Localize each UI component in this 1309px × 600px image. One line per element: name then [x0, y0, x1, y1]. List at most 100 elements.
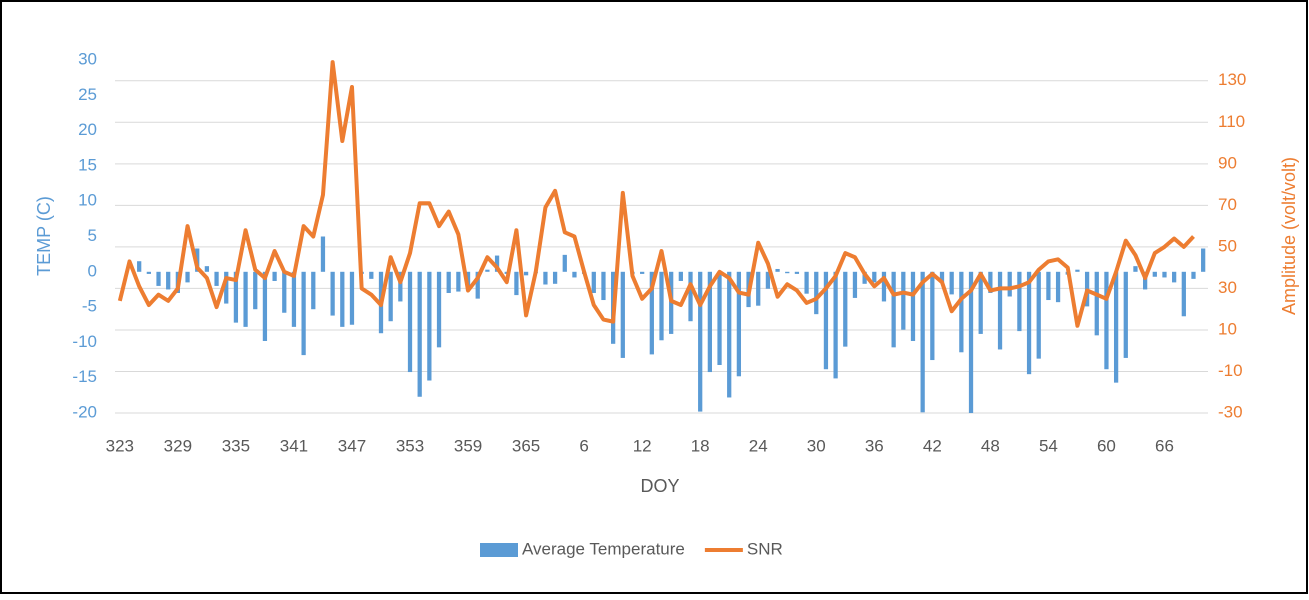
bar: [930, 271, 935, 361]
y-tick-label: 25: [78, 85, 97, 104]
bar: [243, 271, 248, 327]
bar: [1026, 271, 1032, 375]
bar: [407, 271, 413, 373]
bar: [224, 271, 229, 304]
bar: [688, 271, 693, 322]
bar: [872, 271, 877, 283]
bar: [1152, 271, 1157, 277]
y-tick-label: 0: [88, 261, 97, 280]
x-tick-label: 329: [164, 436, 192, 455]
y-tick-label: -15: [72, 367, 97, 386]
x-tick-label: 341: [280, 436, 308, 455]
x-tick-label: 66: [1155, 436, 1174, 455]
bar: [591, 271, 596, 293]
legend-label: SNR: [747, 539, 783, 558]
bar: [1133, 266, 1138, 272]
bar: [388, 271, 393, 322]
bar: [852, 271, 858, 298]
bar: [562, 254, 567, 272]
x-tick-label: 12: [633, 436, 652, 455]
bar: [727, 271, 732, 398]
y-tick-label: -5: [82, 297, 97, 316]
bar: [552, 271, 558, 284]
bar: [340, 271, 345, 327]
x-tick-label: 353: [396, 436, 424, 455]
x-tick-label: 323: [106, 436, 134, 455]
bar: [717, 271, 722, 365]
line: [117, 60, 1195, 328]
bar: [166, 271, 171, 290]
x-tick-label: 30: [807, 436, 826, 455]
bar: [320, 236, 326, 272]
bar: [485, 269, 490, 272]
bar: [301, 271, 306, 356]
y-tick-label: -20: [72, 402, 97, 421]
y-tick-label: 30: [78, 49, 97, 68]
x-tick-label: 48: [981, 436, 1000, 455]
bar: [910, 271, 916, 341]
bar: [1143, 271, 1148, 290]
bar: [1017, 271, 1022, 332]
y2-tick-label: 110: [1218, 112, 1245, 131]
bar: [1201, 248, 1206, 272]
bar: [640, 271, 645, 274]
bar: [427, 271, 432, 381]
bar: [794, 271, 800, 274]
bar: [494, 255, 500, 272]
bar: [659, 271, 664, 341]
x-tick-label: 347: [338, 436, 366, 455]
bar: [823, 271, 829, 370]
y2-tick-label: 130: [1218, 70, 1246, 89]
y2-tick-label: 30: [1218, 278, 1237, 297]
x-tick-label: 36: [865, 436, 884, 455]
bar: [214, 271, 219, 286]
bar: [436, 271, 442, 348]
y2-tick-label: 10: [1218, 319, 1237, 338]
bar: [707, 271, 712, 373]
bar: [968, 271, 974, 413]
bar: [1104, 271, 1109, 370]
bar: [311, 271, 316, 310]
y-tick-label: 10: [78, 191, 97, 210]
bar: [988, 271, 993, 293]
bar: [272, 271, 277, 281]
y-axis-title: TEMP (C): [34, 196, 54, 276]
bar: [475, 271, 480, 299]
bar: [601, 271, 606, 301]
bar: [678, 271, 683, 281]
x-tick-label: 6: [579, 436, 588, 455]
x-tick-label: 54: [1039, 436, 1058, 455]
bar: [785, 271, 790, 274]
bar: [349, 271, 355, 325]
bar: [1007, 271, 1012, 297]
bar: [997, 271, 1003, 350]
y-tick-label: 5: [88, 226, 97, 245]
bar: [949, 271, 954, 295]
bar: [939, 271, 945, 283]
bar: [775, 268, 780, 272]
bar: [891, 271, 896, 348]
x-axis-title: DOY: [640, 476, 679, 496]
y-tick-label: 20: [78, 120, 97, 139]
bar: [1172, 271, 1177, 283]
bar: [291, 271, 297, 327]
bar: [137, 261, 142, 272]
bar: [1113, 271, 1119, 383]
x-tick-label: 335: [222, 436, 250, 455]
bar: [881, 271, 887, 302]
y2-axis-title: Amplitude (volt/volt): [1279, 157, 1299, 315]
bar: [572, 271, 577, 278]
bar: [369, 271, 374, 279]
bar: [204, 266, 210, 272]
bar: [1036, 271, 1041, 359]
bar: [959, 271, 964, 353]
bar: [620, 271, 625, 358]
bar: [804, 271, 809, 294]
x-tick-label: 365: [512, 436, 540, 455]
bar: [833, 271, 838, 379]
x-tick-label: 60: [1097, 436, 1116, 455]
legend-label: Average Temperature: [522, 539, 685, 558]
bar: [756, 271, 761, 306]
